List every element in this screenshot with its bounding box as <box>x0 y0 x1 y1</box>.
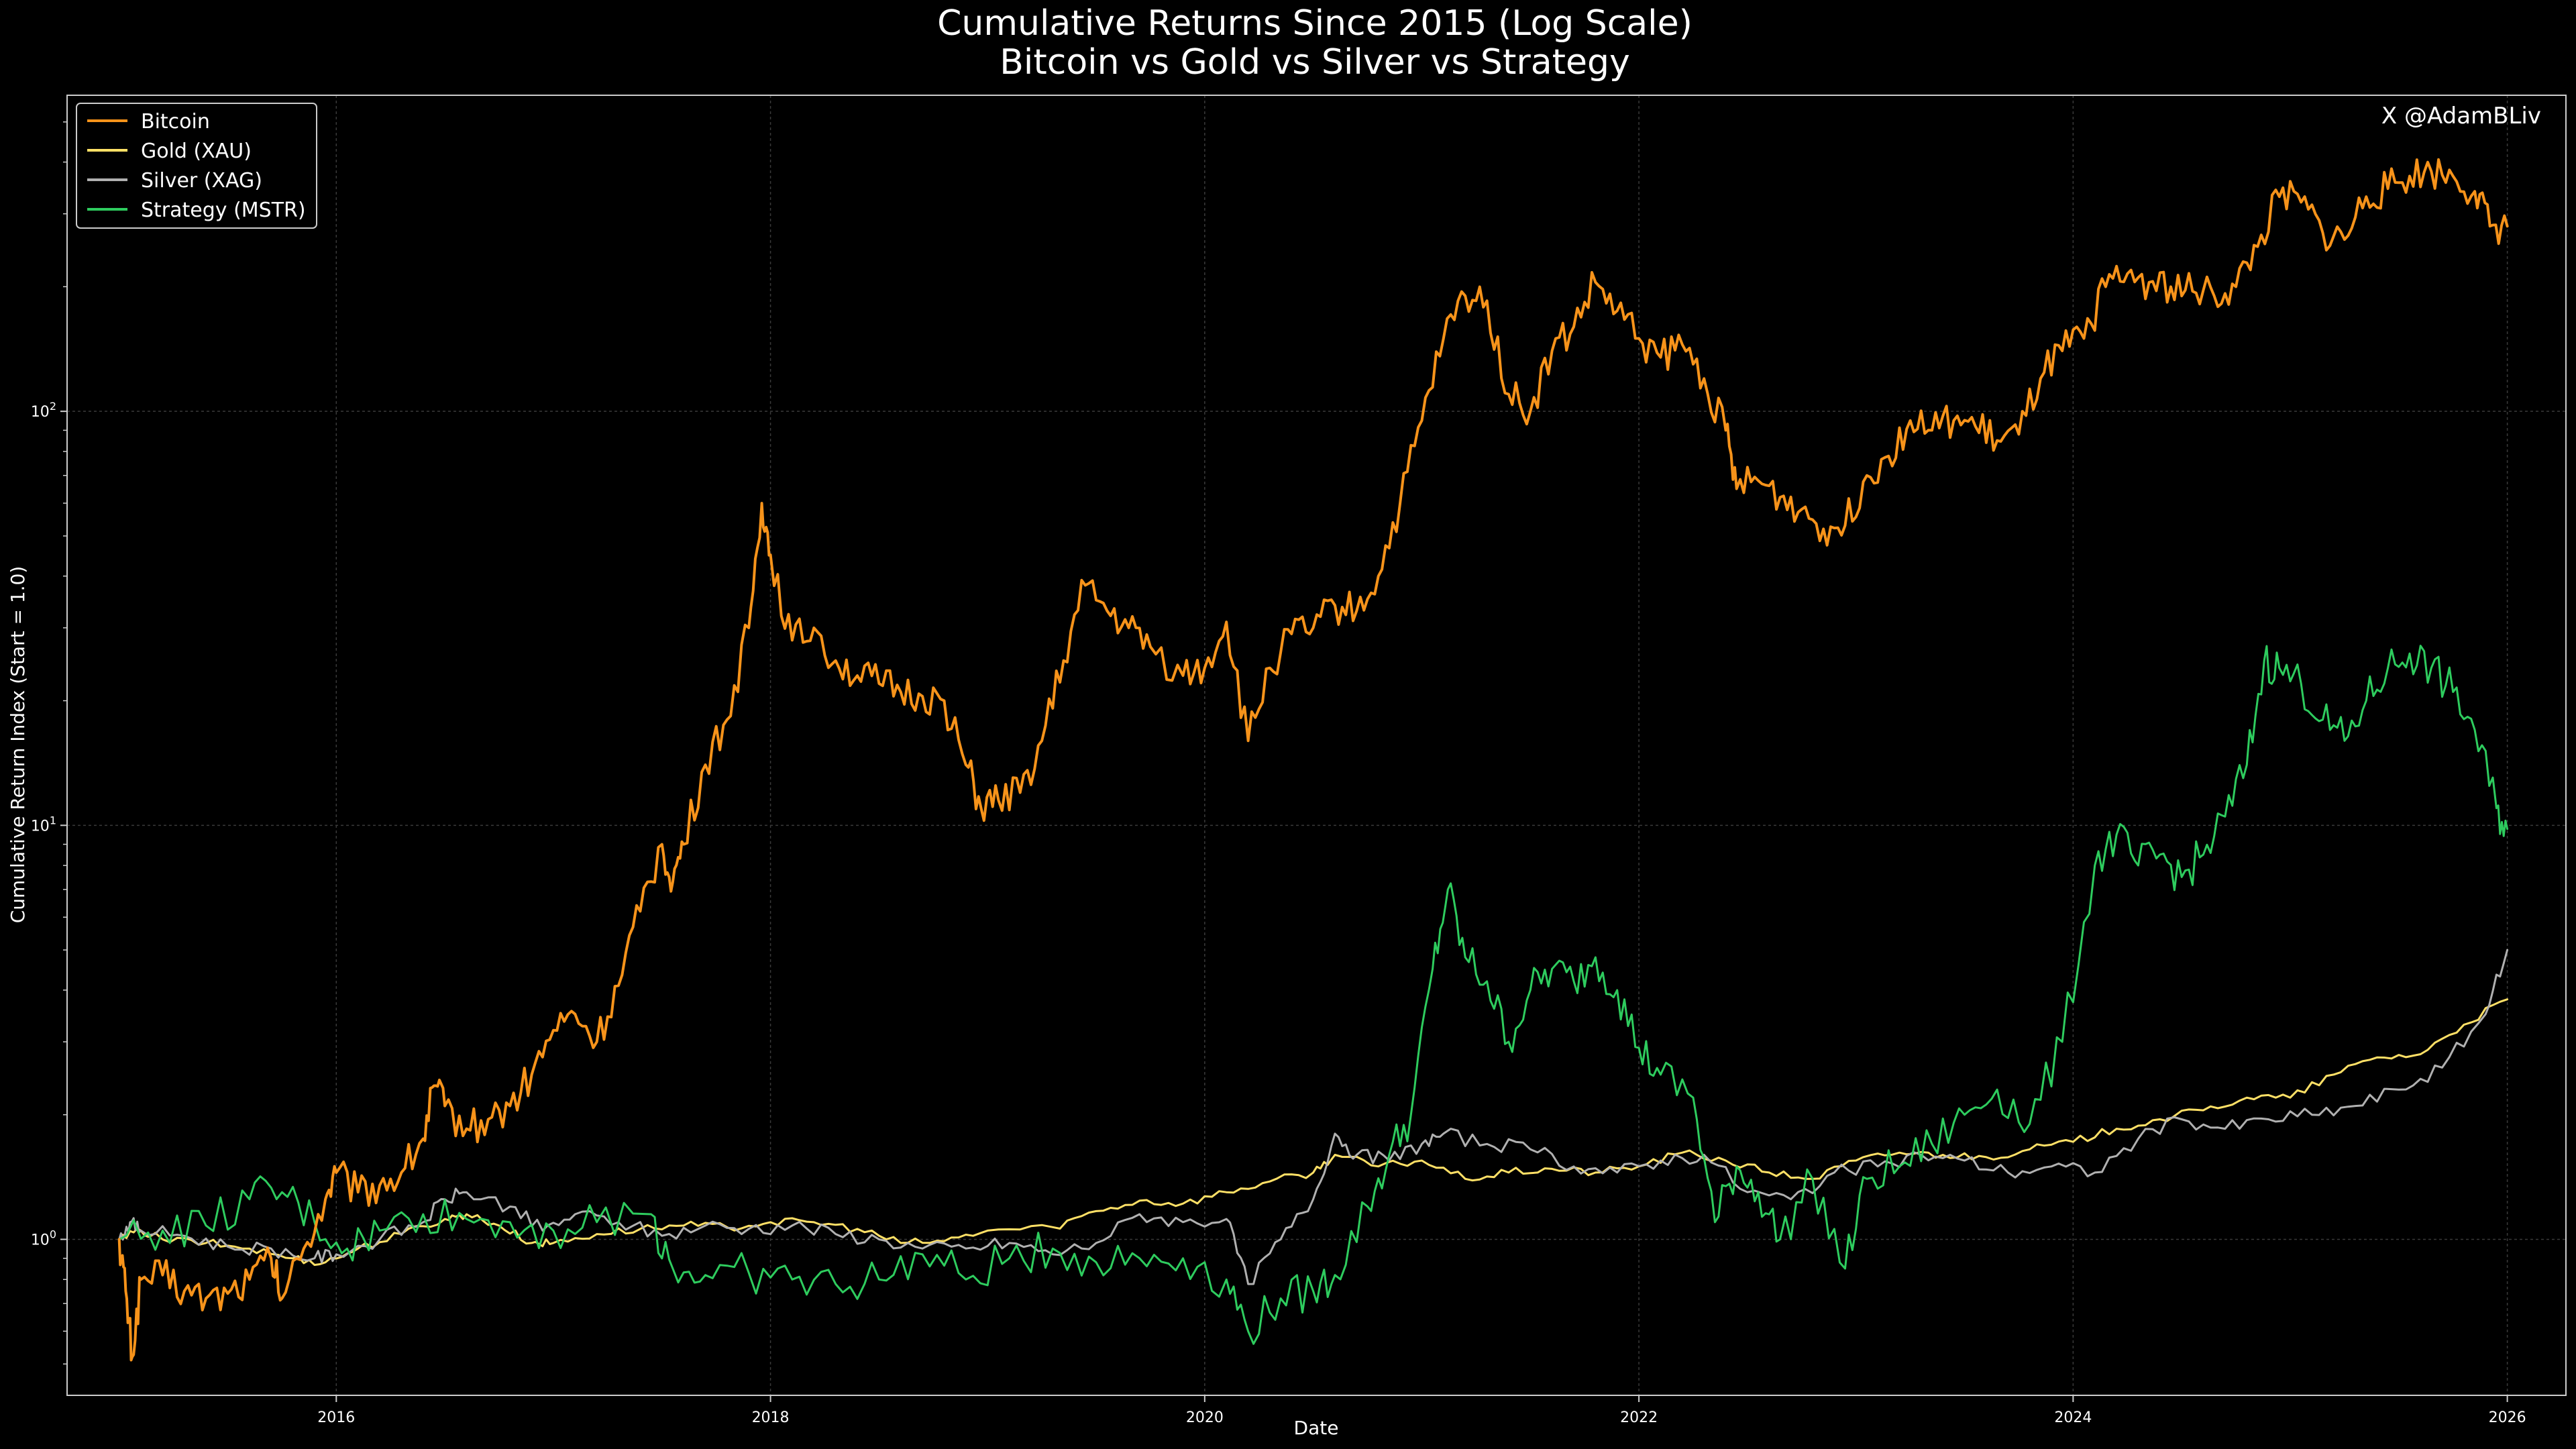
x-tick-label: 2024 <box>2054 1409 2092 1426</box>
x-tick-label: 2020 <box>1186 1409 1224 1426</box>
y-tick-label: 101 <box>31 814 56 835</box>
y-tick-exponent: 1 <box>50 814 56 826</box>
plot-area-frame <box>66 95 2567 1396</box>
y-tick-exponent: 0 <box>50 1228 56 1240</box>
legend-box <box>76 103 317 229</box>
legend-label: Silver (XAG) <box>141 169 262 193</box>
watermark-annotation: X @AdamBLiv <box>2381 103 2541 129</box>
series-group <box>117 158 2509 1362</box>
series-line-strategy-mstr <box>118 645 2509 1345</box>
legend-item[interactable]: Gold (XAU) <box>87 140 252 163</box>
legend-item[interactable]: Bitcoin <box>87 110 210 133</box>
x-axis-ticks: 2016 2018 2020 2022 2024 2026 <box>317 1395 2526 1426</box>
series-line-silver-xag <box>118 949 2509 1285</box>
grid <box>67 95 2566 1395</box>
x-tick-label: 2016 <box>317 1409 355 1426</box>
y-tick-base: 10 <box>31 1232 50 1248</box>
legend-item[interactable]: Strategy (MSTR) <box>87 199 306 222</box>
y-tick-exponent: 2 <box>50 400 56 413</box>
series-line-bitcoin <box>117 158 2509 1362</box>
legend[interactable]: Bitcoin Gold (XAU) Silver (XAG) Strategy (M… <box>76 103 317 229</box>
legend-label: Gold (XAU) <box>141 140 252 163</box>
chart-subtitle: Bitcoin vs Gold vs Silver vs Strategy <box>1000 42 1630 83</box>
x-tick-label: 2022 <box>1620 1409 1658 1426</box>
y-axis-title: Cumulative Return Index (Start = 1.0) <box>7 566 29 924</box>
legend-label: Bitcoin <box>141 110 210 133</box>
x-tick-label: 2026 <box>2489 1409 2526 1426</box>
y-tick-label: 102 <box>31 400 56 421</box>
y-tick-label: 100 <box>31 1228 56 1248</box>
x-tick-label: 2018 <box>752 1409 790 1426</box>
chart-title: Cumulative Returns Since 2015 (Log Scale… <box>937 3 1693 44</box>
legend-label: Strategy (MSTR) <box>141 199 306 222</box>
legend-item[interactable]: Silver (XAG) <box>87 169 262 193</box>
y-tick-base: 10 <box>31 404 50 421</box>
y-tick-base: 10 <box>31 818 50 835</box>
x-axis-title: Date <box>1294 1417 1339 1439</box>
